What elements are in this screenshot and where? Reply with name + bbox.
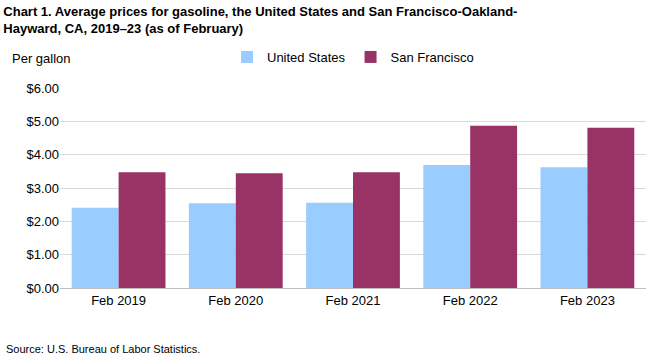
svg-text:$3.00: $3.00: [26, 181, 59, 196]
svg-text:United States: United States: [267, 50, 346, 65]
svg-text:$1.00: $1.00: [26, 247, 59, 262]
svg-text:Feb 2021: Feb 2021: [326, 293, 381, 308]
svg-text:Feb 2023: Feb 2023: [560, 293, 615, 308]
svg-text:$4.00: $4.00: [26, 147, 59, 162]
svg-text:$6.00: $6.00: [26, 81, 59, 96]
svg-text:$2.00: $2.00: [26, 214, 59, 229]
svg-text:Chart 1. Average prices for ga: Chart 1. Average prices for gasoline, th…: [3, 4, 517, 36]
svg-text:Feb 2020: Feb 2020: [208, 293, 263, 308]
svg-text:San Francisco: San Francisco: [391, 50, 474, 65]
svg-text:Per gallon: Per gallon: [12, 51, 71, 66]
svg-text:$5.00: $5.00: [26, 114, 59, 129]
svg-text:$0.00: $0.00: [26, 281, 59, 296]
svg-text:Feb 2019: Feb 2019: [91, 293, 146, 308]
svg-text:Source: U.S. Bureau of Labor S: Source: U.S. Bureau of Labor Statistics.: [6, 343, 200, 355]
svg-text:Feb 2022: Feb 2022: [443, 293, 498, 308]
